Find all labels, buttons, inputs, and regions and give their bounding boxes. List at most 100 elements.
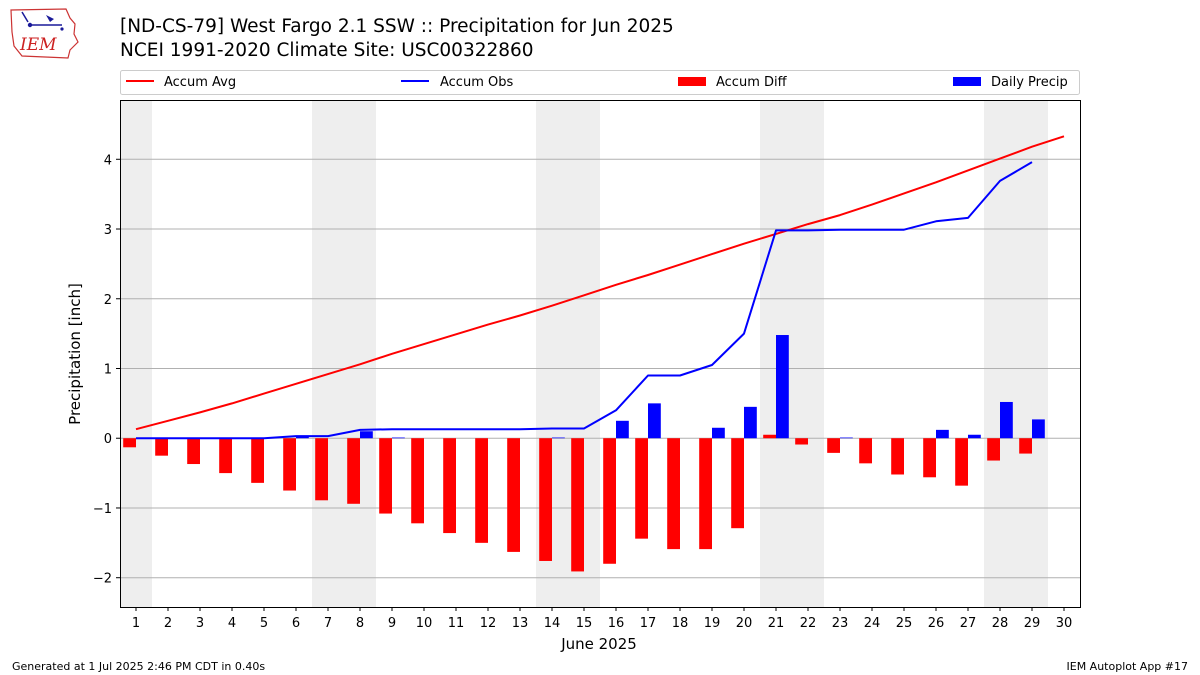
accum-diff-bar [891,438,904,475]
accum-diff-bar [667,438,680,550]
accum-diff-bar [763,434,776,439]
accum-diff-bar [923,438,936,478]
y-axis-label: Precipitation [inch] [66,283,84,425]
y-tick-label: 2 [104,293,112,308]
accum-diff-bar [219,438,232,474]
accum-avg-line [135,135,1065,431]
x-axis-label: June 2025 [560,635,637,653]
bars [123,335,1045,572]
x-tick-label: 30 [1056,616,1073,631]
daily-precip-bar [648,403,661,439]
accum-diff-bar [315,438,328,501]
x-tick-label: 12 [480,616,497,631]
x-tick-label: 17 [640,616,657,631]
daily-precip-bar [968,434,981,439]
accum-diff-bar [155,438,168,456]
daily-precip-bar [616,420,629,439]
legend-swatch-daily-precip [953,77,981,86]
x-tick-label: 21 [768,616,785,631]
x-tick-label: 5 [260,616,268,631]
x-tick-label: 4 [228,616,236,631]
daily-precip-bar [936,429,949,439]
accum-diff-bar [411,438,424,524]
x-ticks: 1 2 3 4 5 6 7 8 9 10 11 12 13 14 15 16 17 18 19 20 21 22 23 24 2… [132,607,1072,631]
x-tick-label: 10 [416,616,433,631]
daily-precip-bar [392,437,405,439]
footer-app-text: IEM Autoplot App #17 [1066,660,1189,673]
accum-diff-bar [987,438,1000,461]
grid-lines [120,158,1080,579]
weekend-shade-5 [984,100,1048,607]
accum-diff-bar [187,438,200,465]
accum-diff-bar [475,438,488,543]
x-tick-label: 14 [544,616,561,631]
y-tick-label: 4 [104,153,112,168]
x-tick-label: 22 [800,616,817,631]
weekend-shade-2 [312,100,376,607]
x-tick-label: 24 [864,616,881,631]
accum-diff-bar [443,438,456,534]
daily-precip-bar [776,335,789,439]
y-tick-label: −1 [93,502,112,517]
x-tick-label: 16 [608,616,625,631]
accum-diff-bar [1019,438,1032,454]
x-tick-label: 11 [448,616,465,631]
footer-generated-text: Generated at 1 Jul 2025 2:46 PM CDT in 0… [12,660,266,673]
legend-label-accum-avg: Accum Avg [164,75,236,90]
x-tick-label: 2 [164,616,172,631]
x-tick-label: 18 [672,616,689,631]
daily-precip-bar [840,437,853,439]
daily-precip-bar [296,436,309,439]
legend-label-daily-precip: Daily Precip [991,75,1068,90]
daily-precip-bar [712,427,725,439]
y-tick-label: 3 [104,223,112,238]
weekend-shading [120,100,1048,607]
lines [135,135,1065,440]
x-tick-label: 19 [704,616,721,631]
accum-diff-bar [795,438,808,445]
accum-diff-bar [283,438,296,491]
legend-label-accum-obs: Accum Obs [440,75,513,90]
x-tick-label: 20 [736,616,753,631]
accum-diff-bar [123,438,136,448]
daily-precip-bar [1032,419,1045,439]
x-tick-label: 29 [1024,616,1041,631]
legend-box [120,70,1080,95]
x-tick-label: 23 [832,616,849,631]
accum-diff-bar [251,438,264,483]
accum-diff-bar [731,438,744,529]
y-ticks: −2 −1 0 1 2 3 4 [93,153,120,587]
chart-subtitle: NCEI 1991-2020 Climate Site: USC00322860 [120,40,534,61]
logo-text: IEM [19,35,57,55]
accum-diff-bar [347,438,360,504]
accum-diff-bar [635,438,648,539]
x-tick-label: 1 [132,616,140,631]
legend-swatch-accum-diff [678,77,706,86]
x-tick-label: 13 [512,616,529,631]
weekend-shade-4 [760,100,824,607]
accum-diff-bar [955,438,968,486]
accum-diff-bar [571,438,584,572]
x-tick-label: 3 [196,616,204,631]
accum-diff-bar [603,438,616,564]
accum-obs-line [136,161,1033,440]
legend: Accum Avg Accum Obs Accum Diff Daily Pre… [120,70,1080,95]
weekend-shade-1 [120,100,152,607]
legend-label-accum-diff: Accum Diff [716,75,788,90]
y-tick-label: −2 [93,572,112,587]
x-tick-label: 6 [292,616,300,631]
accum-diff-bar [507,438,520,552]
x-tick-label: 26 [928,616,945,631]
x-tick-label: 27 [960,616,977,631]
y-tick-label: 1 [104,362,112,377]
x-tick-label: 15 [576,616,593,631]
accum-diff-bar [859,438,872,464]
y-tick-label: 0 [104,432,112,447]
x-tick-label: 28 [992,616,1009,631]
plot-frame [120,100,1081,608]
accum-diff-bar [699,438,712,550]
chart-title: [ND-CS-79] West Fargo 2.1 SSW :: Precipi… [120,16,674,37]
accum-diff-bar [379,438,392,514]
daily-precip-bar [552,437,565,439]
